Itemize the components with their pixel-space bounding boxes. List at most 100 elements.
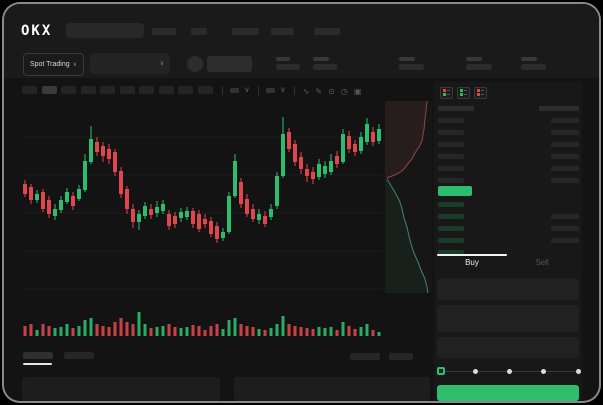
nav-item-placeholder[interactable] (152, 28, 176, 35)
camera-icon[interactable]: ⊙ (328, 87, 335, 96)
fullscreen-icon[interactable]: ▣ (353, 87, 362, 96)
market-type-select[interactable]: Spot Trading ∨ (23, 53, 84, 76)
chevron-down-icon: ∨ (72, 61, 78, 68)
last-price-badge (438, 186, 472, 196)
depth-chart (385, 101, 432, 293)
amount-placeholder (551, 142, 579, 147)
ticker-stat-placeholder (521, 57, 551, 71)
total-field[interactable] (437, 337, 579, 358)
slider-stop-dot[interactable] (507, 369, 512, 374)
slider-stop-dot[interactable] (541, 369, 547, 374)
orderbook-row[interactable] (438, 250, 579, 255)
book-combined-icon[interactable] (440, 87, 453, 99)
price-placeholder (438, 214, 464, 219)
slider-handle[interactable] (437, 367, 445, 375)
pair-select[interactable]: ∨ (90, 53, 170, 74)
nav-item-placeholder[interactable] (314, 28, 340, 35)
orderbook-row[interactable] (438, 178, 579, 183)
book-bids-icon[interactable] (457, 87, 470, 99)
timeframe-chip[interactable] (80, 86, 96, 94)
orders-table-placeholder (22, 377, 220, 401)
bottom-right-control-placeholder[interactable] (350, 353, 380, 360)
nav-item-placeholder[interactable] (271, 28, 294, 35)
active-tab-indicator (437, 254, 507, 256)
orderbook-view-toggles (440, 86, 491, 104)
price-placeholder (438, 142, 464, 147)
stat-label-placeholder (521, 57, 537, 61)
bottom-tab-active-placeholder[interactable] (23, 352, 53, 359)
amount-placeholder (551, 178, 579, 183)
amount-placeholder (551, 154, 579, 159)
orderbook-row[interactable] (438, 154, 579, 159)
draw-pencil-icon[interactable]: ✎ (315, 87, 323, 96)
stat-value-placeholder (521, 64, 546, 70)
okx-logo: OKX (21, 23, 53, 39)
stat-label-placeholder (313, 57, 329, 61)
slider-stop-dot[interactable] (575, 369, 581, 374)
timeframe-chip[interactable] (22, 86, 37, 94)
ticker-stat-placeholder (276, 57, 306, 71)
amount-field[interactable] (437, 305, 579, 332)
price-placeholder (438, 118, 464, 123)
amount-placeholder (551, 118, 579, 123)
chevron-down-icon[interactable]: ∨ (279, 85, 286, 94)
bottom-tab-placeholder[interactable] (64, 352, 94, 359)
price-placeholder (438, 130, 464, 135)
search-input[interactable] (66, 23, 144, 38)
tab-buy[interactable]: Buy (465, 258, 479, 267)
timeframe-chip[interactable] (41, 86, 57, 94)
amount-placeholder (551, 214, 579, 219)
ticker-stat-placeholder (313, 57, 343, 71)
chevron-down-icon[interactable]: ∨ (244, 85, 250, 94)
orderbook-amount-header (539, 106, 579, 111)
stat-value-placeholder (399, 64, 424, 70)
ticker-stat-placeholder (466, 57, 496, 71)
amount-placeholder (551, 166, 579, 171)
clock-icon[interactable]: ◷ (340, 87, 348, 96)
timeframe-chip[interactable] (197, 86, 213, 94)
orderbook-row[interactable] (438, 118, 579, 123)
orderbook-row[interactable] (438, 202, 579, 207)
timeframe-chip[interactable] (100, 86, 115, 94)
book-asks-icon[interactable] (474, 87, 487, 99)
orderbook-row[interactable] (438, 142, 579, 147)
interval-label-placeholder[interactable] (230, 87, 239, 93)
volume-chart (23, 312, 381, 336)
line-style-wave-icon[interactable]: ∿ (302, 87, 310, 96)
chevron-down-icon: ∨ (159, 60, 164, 67)
orderbook-row[interactable] (438, 166, 579, 171)
price-placeholder (438, 238, 464, 243)
orderbook-price-header (438, 106, 474, 111)
price-field[interactable] (437, 278, 579, 300)
coin-avatar (187, 56, 203, 72)
timeframe-chip[interactable] (178, 86, 193, 94)
timeframe-chip[interactable] (139, 86, 154, 94)
price-placeholder (438, 178, 464, 183)
amount-placeholder (551, 238, 579, 243)
toolbar-divider (222, 85, 223, 95)
timeframe-chip[interactable] (61, 86, 76, 94)
nav-item-placeholder[interactable] (232, 28, 259, 35)
stat-label-placeholder (466, 57, 482, 61)
market-type-label: Spot Trading (29, 61, 70, 68)
nav-item-placeholder[interactable] (191, 28, 207, 35)
timeframe-chip[interactable] (158, 86, 174, 94)
chart-style-placeholder[interactable] (265, 87, 275, 93)
candlestick-chart[interactable] (22, 102, 382, 298)
amount-placeholder (551, 226, 579, 231)
orderbook-row[interactable] (438, 238, 579, 243)
bottom-tab-underline (23, 363, 52, 365)
amount-placeholder (551, 130, 579, 135)
buy-button[interactable] (437, 385, 579, 401)
price-placeholder (438, 166, 464, 171)
chart-toolbar: ∨ ∨ ∿ ✎ ⊙ ◷ ▣ (22, 85, 364, 96)
slider-stop-dot[interactable] (472, 369, 478, 374)
stat-value-placeholder (276, 64, 300, 70)
orderbook-row[interactable] (438, 226, 579, 231)
tab-sell[interactable]: Sell (535, 258, 549, 267)
orderbook-row[interactable] (438, 130, 579, 135)
timeframe-chip[interactable] (119, 86, 135, 94)
orderbook-row[interactable] (438, 214, 579, 219)
bottom-right-control-placeholder[interactable] (389, 353, 413, 360)
